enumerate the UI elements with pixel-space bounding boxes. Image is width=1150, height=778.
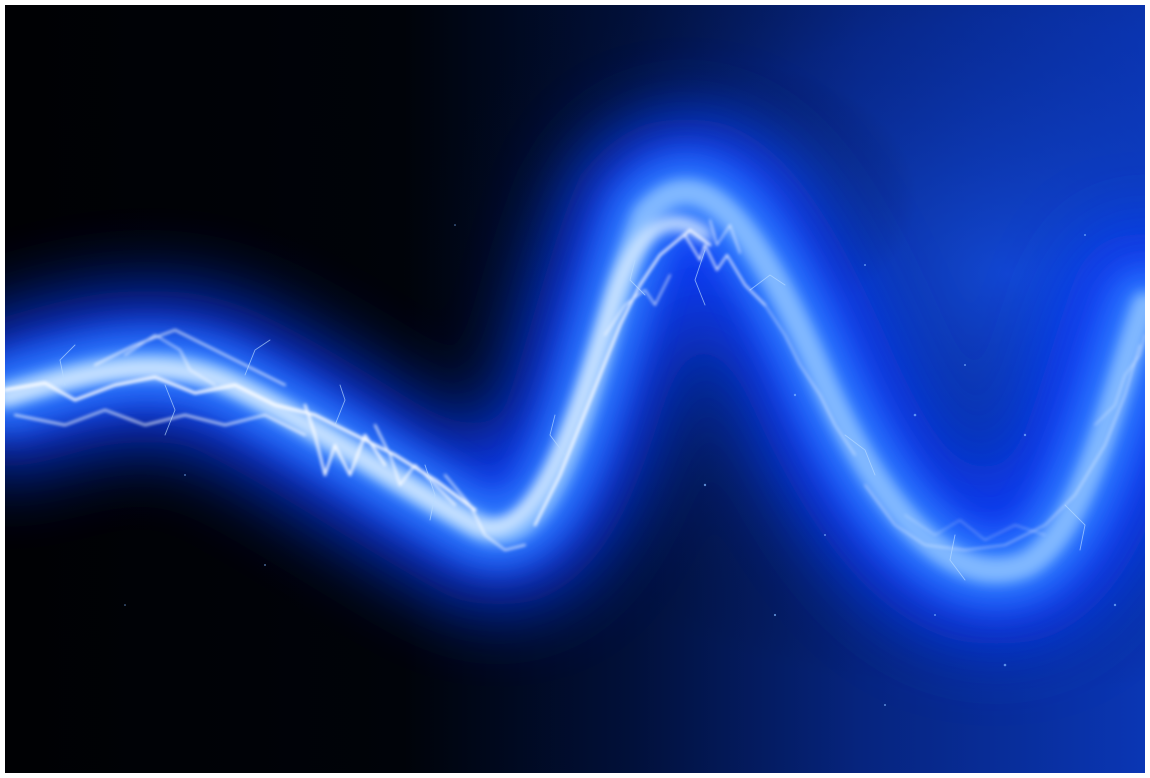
- lightning-branches: [59, 249, 1086, 581]
- wave-core: [5, 216, 712, 536]
- lightning-filaments: [5, 219, 1145, 551]
- photo-frame: [5, 5, 1145, 773]
- electric-wave-image: [5, 5, 1145, 773]
- sparkles: [124, 224, 1117, 706]
